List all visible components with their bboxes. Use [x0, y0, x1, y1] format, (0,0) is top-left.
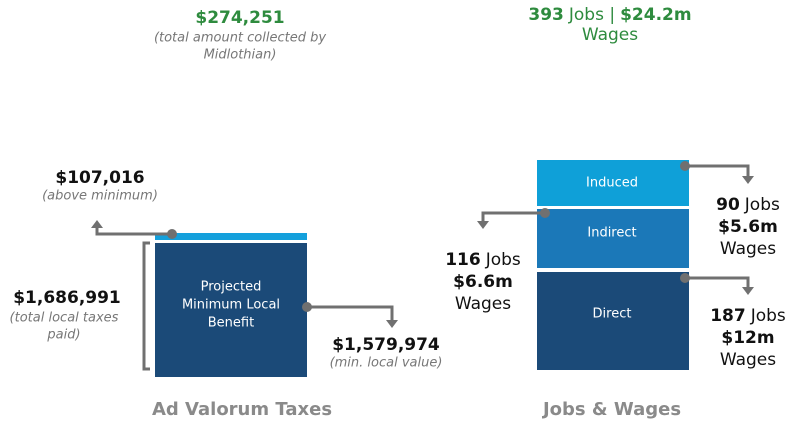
unit: Jobs: [750, 306, 786, 326]
arrowhead: [477, 221, 489, 229]
above-minimum-bar: [155, 233, 307, 240]
heading: Jobs & Wages: [541, 399, 681, 420]
segment-jobs: 90 Jobs: [716, 195, 780, 215]
note: Midlothian): [204, 48, 277, 63]
arrowhead: [742, 287, 754, 295]
total-wages: $24.2m: [620, 5, 692, 25]
minimum-box: [155, 243, 307, 377]
above-minimum: $107,016: [55, 168, 144, 188]
segment-jobs: 187 Jobs: [710, 306, 786, 326]
jobs-number: 187: [710, 306, 746, 326]
segment-jobs: 116 Jobs: [445, 250, 521, 270]
unit: Jobs |: [568, 5, 615, 25]
segment-wages: $12m: [721, 328, 774, 348]
note: (above minimum): [42, 189, 158, 204]
jobs-number: 116: [445, 250, 481, 270]
bracket: [142, 241, 150, 371]
segment-label: Direct: [593, 307, 632, 322]
connector: [95, 226, 172, 236]
dot: [540, 208, 550, 218]
dot: [167, 229, 177, 239]
segment-label: Induced: [586, 176, 638, 191]
dot: [680, 161, 690, 171]
jobs-total: 393 Jobs | $24.2m: [528, 5, 691, 25]
connector: [685, 164, 750, 177]
unit: Wages: [720, 350, 776, 370]
connector: [481, 211, 545, 222]
note: (min. local value): [330, 356, 443, 371]
min-value: $1,579,974: [332, 335, 440, 355]
arrowhead: [386, 320, 398, 328]
dot: [680, 273, 690, 283]
unit: Jobs: [485, 250, 521, 270]
heading: Ad Valorum Taxes: [152, 399, 332, 420]
box-label: Minimum Local: [182, 298, 280, 313]
arrowhead: [91, 220, 103, 228]
total-jobs: 393: [528, 5, 564, 25]
box-label: Benefit: [208, 316, 254, 331]
box-label: Projected: [201, 280, 262, 295]
segment-wages: $5.6m: [718, 217, 778, 237]
induced-box: [537, 160, 689, 206]
arrowhead: [742, 176, 754, 184]
connector: [307, 305, 394, 322]
note: (total amount collected by: [154, 31, 326, 46]
connector: [685, 276, 750, 288]
total-paid: $1,686,991: [13, 288, 121, 308]
unit: Jobs: [744, 195, 780, 215]
unit: Wages: [582, 25, 638, 45]
segment-wages: $6.6m: [453, 272, 513, 292]
note: paid): [46, 328, 80, 343]
dot: [302, 302, 312, 312]
segment-label: Indirect: [587, 226, 636, 241]
total-collected: $274,251: [195, 8, 284, 28]
unit: Wages: [455, 294, 511, 314]
direct-box: [537, 272, 689, 370]
jobs-number: 90: [716, 195, 740, 215]
note: (total local taxes: [10, 311, 119, 326]
indirect-box: [537, 209, 689, 268]
unit: Wages: [720, 239, 776, 259]
